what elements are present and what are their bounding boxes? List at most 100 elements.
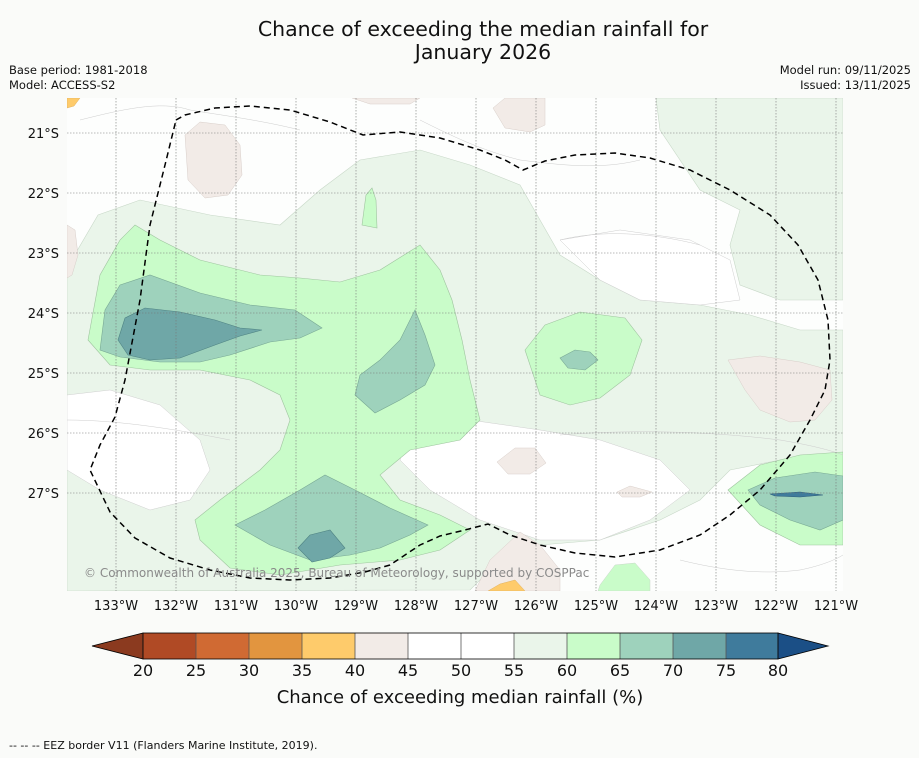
lon-label: 126°W	[514, 599, 558, 614]
colorbar-bin	[461, 633, 514, 659]
colorbar-bin	[408, 633, 461, 659]
eez-footnote: -- -- -- EEZ border V11 (Flanders Marine…	[9, 739, 318, 752]
region-65-south-small	[597, 562, 651, 591]
region-55-south	[399, 419, 691, 541]
contour-lines-50	[67, 105, 843, 573]
colorbar: 20 25 30 35 40 45 50 55 60 65 70 75 80 C…	[91, 632, 830, 708]
colorbar-tick: 20	[133, 661, 153, 680]
copyright-text: © Commonwealth of Australia 2025, Bureau…	[84, 566, 589, 580]
lat-label: 26°S	[28, 427, 59, 442]
region-45-west-edge	[67, 224, 79, 279]
region-70-east	[559, 349, 599, 371]
lat-label: 27°S	[28, 487, 59, 502]
contour-55	[67, 229, 741, 541]
contour-line-2	[419, 119, 641, 167]
region-40-south	[487, 579, 526, 591]
colorbar-bin	[514, 633, 567, 659]
contour-line-5	[559, 431, 843, 456]
lon-label: 129°W	[334, 599, 378, 614]
lon-label: 121°W	[814, 599, 858, 614]
lon-label: 122°W	[754, 599, 798, 614]
colorbar-tick: 75	[716, 661, 736, 680]
contour-40	[67, 98, 526, 591]
lon-label: 128°W	[394, 599, 438, 614]
region-60-northeast	[655, 98, 843, 301]
contour-line-3	[559, 233, 701, 246]
lon-label: 125°W	[574, 599, 618, 614]
colorbar-tick: 55	[504, 661, 524, 680]
region-55-west	[67, 389, 211, 511]
colorbar-bin	[726, 633, 778, 659]
lat-label: 23°S	[28, 247, 59, 262]
longitude-labels: 133°W 132°W 131°W 130°W 129°W 128°W 127°…	[94, 599, 858, 614]
map-area: © Commonwealth of Australia 2025, Bureau…	[67, 98, 843, 591]
colorbar-bin	[196, 633, 249, 659]
colorbar-tick: 30	[239, 661, 259, 680]
map-title: Chance of exceeding the median rainfall …	[0, 18, 919, 64]
contour-75	[117, 307, 824, 563]
colorbar-tick: 50	[451, 661, 471, 680]
region-55-east	[559, 229, 741, 306]
region-70-central	[354, 309, 436, 414]
base-period: Base period: 1981-2018	[9, 63, 148, 77]
region-70-southeast	[747, 471, 843, 531]
contour-line-6	[679, 554, 843, 573]
lon-label: 123°W	[694, 599, 738, 614]
colorbar-bin	[355, 633, 408, 659]
colorbar-bin	[143, 633, 196, 659]
region-45-north-3	[351, 98, 421, 105]
colorbar-tick: 80	[768, 661, 788, 680]
colorbar-tick: 40	[345, 661, 365, 680]
base-info: Base period: 1981-2018 Model: ACCESS-S2	[9, 63, 148, 92]
colorbar-tick: 65	[610, 661, 630, 680]
lat-label: 24°S	[28, 307, 59, 322]
colorbar-tick: 25	[186, 661, 206, 680]
region-45-east	[727, 355, 833, 423]
lat-label: 21°S	[28, 127, 59, 142]
region-45-south-3	[474, 531, 561, 591]
model-name: Model: ACCESS-S2	[9, 77, 116, 92]
colorbar-bin	[620, 633, 673, 659]
region-40-northwest	[67, 98, 81, 109]
gridlines	[67, 98, 843, 591]
region-75-west	[117, 307, 263, 361]
colorbar-extend-low	[91, 632, 144, 660]
colorbar-extend-high	[777, 632, 830, 660]
region-45-south-1	[496, 447, 547, 475]
latitude-labels: 21°S 22°S 23°S 24°S 25°S 26°S 27°S	[28, 127, 59, 502]
region-45-south-2	[616, 485, 653, 498]
region-65-north-strip	[361, 187, 378, 229]
title-line-2: January 2026	[414, 40, 552, 64]
model-run: Model run: 09/11/2025	[779, 63, 911, 77]
colorbar-bin	[673, 633, 726, 659]
run-info: Model run: 09/11/2025 Issued: 13/11/2025	[780, 63, 911, 92]
lat-label: 22°S	[28, 187, 59, 202]
colorbar-tick: 35	[292, 661, 312, 680]
region-45-north-2	[492, 98, 546, 133]
colorbar-bin	[249, 633, 302, 659]
colorbar-outline	[142, 632, 779, 660]
lon-label: 130°W	[274, 599, 318, 614]
issued-date: Issued: 13/11/2025	[800, 77, 911, 92]
colorbar-tick: 70	[663, 661, 683, 680]
title-line-1: Chance of exceeding the median rainfall …	[257, 17, 709, 41]
region-75-south	[297, 529, 346, 563]
region-80-southeast	[769, 491, 824, 498]
contour-line-1	[79, 105, 301, 131]
contour-45	[67, 98, 833, 591]
colorbar-tick: 45	[398, 661, 418, 680]
lon-label: 132°W	[154, 599, 198, 614]
region-45-north-1	[184, 121, 243, 199]
colorbar-bin	[302, 633, 355, 659]
contour-line-4	[67, 419, 231, 441]
lon-label: 124°W	[634, 599, 678, 614]
colorbar-bin	[567, 633, 620, 659]
lon-label: 127°W	[454, 599, 498, 614]
eez-border	[89, 105, 831, 581]
colorbar-title: Chance of exceeding median rainfall (%)	[277, 687, 644, 708]
lon-label: 131°W	[214, 599, 258, 614]
colorbar-tick: 60	[557, 661, 577, 680]
lon-label: 133°W	[94, 599, 138, 614]
lat-label: 25°S	[28, 367, 59, 382]
